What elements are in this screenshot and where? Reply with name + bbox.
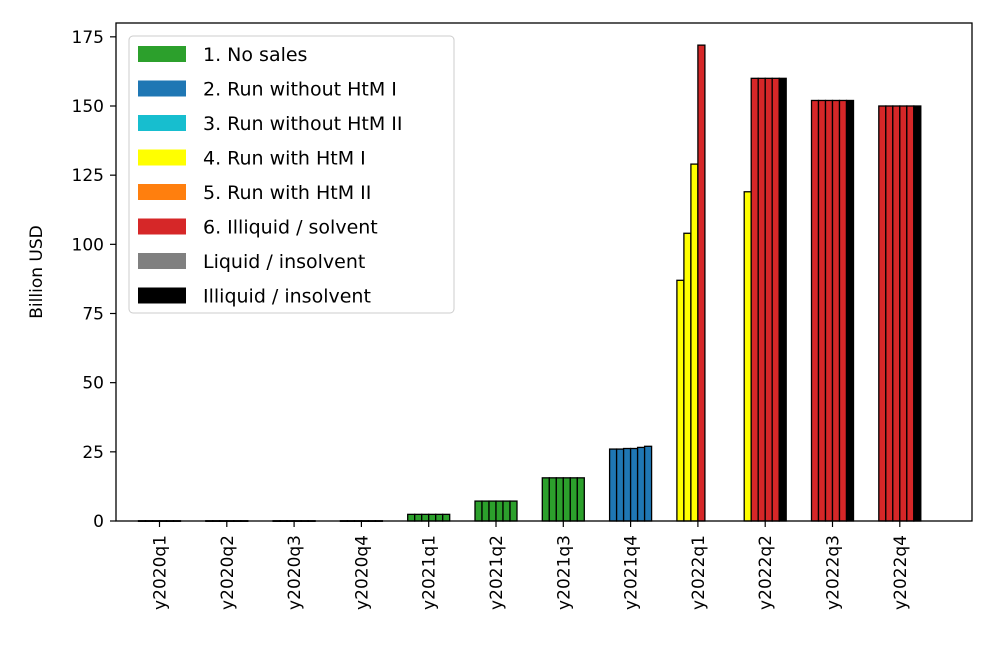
y-tick-label: 125 (72, 166, 104, 186)
bar-y2022q2-4 (764, 77, 773, 522)
y-tick-label: 150 (72, 97, 104, 117)
x-tick-label: y2021q2 (487, 535, 507, 610)
bar-y2022q4-6 (913, 105, 922, 522)
bar-y2022q3-1 (810, 99, 820, 522)
y-axis: 0 25 50 75 100 125 150 175 (72, 28, 116, 532)
bar-y2022q4-4 (899, 105, 908, 522)
bar-y2021q3-5 (569, 477, 578, 522)
bar-y2021q1-5 (435, 513, 444, 522)
legend-items: 1. No sales 2. Run without HtM I 3. Run wi… (138, 44, 402, 308)
y-tick-label: 100 (72, 235, 104, 255)
y-tick-label: 50 (82, 374, 104, 394)
bar-y2021q4-5 (636, 446, 646, 522)
legend-swatch (138, 253, 186, 269)
legend-swatch (138, 46, 186, 62)
bar-y2021q3-2 (548, 477, 557, 522)
legend-swatch (138, 218, 186, 235)
x-tick-label: y2020q1 (151, 535, 171, 610)
bar-y2022q3-2 (817, 99, 827, 522)
legend-swatch (138, 149, 186, 166)
bar-y2022q3-6 (845, 99, 855, 522)
legend-label: 5. Run with HtM II (203, 182, 371, 204)
bar-y2022q1-1 (676, 279, 685, 522)
bar-y2022q4-5 (906, 105, 915, 522)
bar-y2021q3-1 (541, 477, 550, 522)
bar-y2021q4-6 (643, 445, 653, 522)
y-tick-label: 175 (72, 28, 104, 48)
bar-y2021q2-5 (502, 500, 511, 522)
bar-y2022q3-3 (824, 99, 834, 522)
bar-y2022q2-5 (771, 77, 780, 522)
bar-y2021q4-2 (615, 448, 625, 522)
bar-y2021q2-3 (488, 500, 497, 522)
bar-y2021q3-3 (555, 477, 564, 522)
bar-y2021q2-1 (474, 500, 483, 522)
bar-y2021q4-3 (622, 447, 632, 522)
bar-y2022q1-3 (690, 163, 699, 522)
legend-swatch (138, 115, 186, 131)
bar-y2021q4-4 (629, 447, 639, 522)
bar-y2021q2-6 (509, 500, 518, 522)
legend-label: 6. Illiquid / solvent (203, 217, 378, 239)
legend-swatch (138, 184, 186, 200)
bar-y2022q3-4 (831, 99, 841, 522)
bar-y2022q1-2 (683, 232, 692, 522)
bar-y2022q2-1 (743, 191, 752, 522)
legend-label: 1. No sales (203, 44, 307, 66)
x-tick-label: y2022q4 (891, 535, 911, 610)
x-tick-label: y2022q2 (756, 535, 776, 610)
x-tick-label: y2020q3 (285, 535, 305, 610)
legend-label: 3. Run without HtM II (203, 113, 402, 135)
x-tick-label: y2020q2 (218, 535, 238, 610)
bar-y2022q3-5 (838, 99, 848, 522)
bar-y2022q2-2 (750, 77, 759, 522)
x-tick-label: y2021q4 (622, 535, 642, 610)
bar-y2022q2-6 (778, 77, 787, 522)
bar-y2021q1-1 (407, 513, 416, 522)
y-tick-label: 25 (82, 443, 104, 463)
bar-y2021q1-2 (414, 513, 423, 522)
bar-y2021q2-4 (495, 500, 504, 522)
legend-label: Illiquid / insolvent (203, 286, 371, 308)
legend-label: 4. Run with HtM I (203, 148, 366, 170)
bar-y2021q1-3 (421, 513, 430, 522)
bar-y2021q1-4 (428, 513, 437, 522)
legend: 1. No sales 2. Run without HtM I 3. Run wi… (128, 35, 455, 314)
y-tick-label: 0 (93, 512, 104, 532)
bar-y2022q4-1 (878, 105, 887, 522)
y-tick-label: 75 (82, 305, 104, 325)
bar-y2022q1-4 (697, 44, 706, 522)
bar-y2021q3-4 (562, 477, 571, 522)
x-tick-label: y2020q4 (352, 535, 372, 610)
bar-y2021q2-2 (481, 500, 490, 522)
legend-swatch (138, 80, 186, 97)
x-axis: y2020q1 y2020q2 y2020q3 y2020q4 y2021q1 y2021… (151, 521, 911, 610)
legend-box (128, 35, 455, 314)
x-tick-label: y2022q1 (689, 535, 709, 610)
legend-label: 2. Run without HtM I (203, 79, 397, 101)
x-tick-label: y2021q3 (554, 535, 574, 610)
bar-y2022q2-3 (757, 77, 766, 522)
bar-y2022q4-2 (885, 105, 894, 522)
legend-swatch (138, 287, 186, 304)
bar-y2021q1-6 (442, 513, 451, 522)
plot-frame (115, 22, 973, 522)
legend-label: Liquid / insolvent (203, 251, 365, 273)
x-tick-label: y2021q1 (420, 535, 440, 610)
bar-y2022q4-3 (892, 105, 901, 522)
bar-y2021q3-6 (576, 477, 585, 522)
x-tick-label: y2022q3 (824, 535, 844, 610)
y-axis-label: Billion USD (27, 225, 47, 318)
bar-y2021q4-1 (608, 448, 618, 522)
